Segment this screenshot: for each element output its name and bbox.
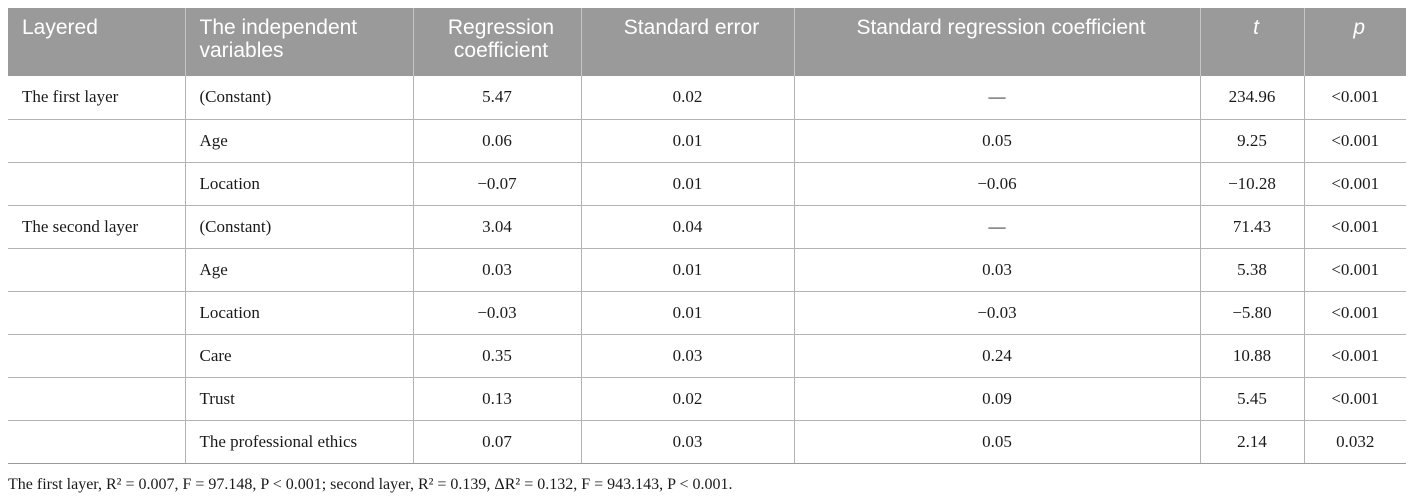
header-p: p — [1304, 8, 1406, 76]
t-value-cell: 5.45 — [1199, 376, 1305, 421]
standard-error-cell: 0.01 — [580, 247, 795, 292]
p-value-cell: <0.001 — [1303, 376, 1406, 421]
layer-cell — [8, 376, 186, 421]
layer-cell: The first layer — [8, 76, 186, 120]
regression-coefficient-cell: 0.35 — [412, 333, 582, 378]
p-value-cell: <0.001 — [1303, 76, 1406, 120]
standard-error-cell: 0.01 — [580, 118, 795, 163]
standard-error-cell: 0.03 — [580, 333, 795, 378]
table-row: Location −0.03 0.01 −0.03 −5.80 <0.001 — [8, 290, 1406, 335]
regression-coefficient-cell: 0.07 — [412, 419, 582, 464]
standard-regression-coefficient-cell: 0.24 — [793, 333, 1201, 378]
standard-regression-coefficient-cell: 0.05 — [793, 419, 1201, 464]
variable-cell: Care — [184, 333, 414, 378]
regression-coefficient-cell: 0.06 — [412, 118, 582, 163]
regression-coefficient-cell: 3.04 — [412, 204, 582, 249]
regression-table-container: Layered The independent variables Regres… — [8, 8, 1406, 494]
p-value-cell: <0.001 — [1303, 161, 1406, 206]
variable-cell: (Constant) — [184, 204, 414, 249]
p-value-cell: <0.001 — [1303, 204, 1406, 249]
header-row: Layered The independent variables Regres… — [8, 8, 1406, 76]
t-value-cell: 9.25 — [1199, 118, 1305, 163]
layer-cell — [8, 247, 186, 292]
table-row: The first layer (Constant) 5.47 0.02—234.96… — [8, 76, 1406, 120]
standard-regression-coefficient-cell: 0.03 — [793, 247, 1201, 292]
table-row: Care 0.35 0.03 0.24 10.88 <0.001 — [8, 333, 1406, 378]
table-row: Trust 0.13 0.02 0.09 5.45 <0.001 — [8, 376, 1406, 421]
standard-error-cell: 0.02 — [580, 76, 795, 120]
regression-table: Layered The independent variables Regres… — [8, 8, 1406, 464]
variable-cell: (Constant) — [184, 76, 414, 120]
standard-error-cell: 0.04 — [580, 204, 795, 249]
regression-coefficient-cell: 0.13 — [412, 376, 582, 421]
p-value-cell: <0.001 — [1303, 247, 1406, 292]
t-value-cell: −10.28 — [1199, 161, 1305, 206]
header-standard-error: Standard error — [581, 8, 795, 76]
variable-cell: Trust — [184, 376, 414, 421]
p-value-cell: <0.001 — [1303, 290, 1406, 335]
standard-error-cell: 0.03 — [580, 419, 795, 464]
standard-regression-coefficient-cell: — — [793, 76, 1201, 120]
table-body: The first layer (Constant) 5.47 0.02—234.96… — [8, 76, 1406, 464]
header-layered: Layered — [8, 8, 186, 76]
header-t: t — [1200, 8, 1305, 76]
standard-regression-coefficient-cell: −0.06 — [793, 161, 1201, 206]
layer-cell: The second layer — [8, 204, 186, 249]
header-regression-coefficient: Regression coefficient — [413, 8, 582, 76]
layer-cell — [8, 333, 186, 378]
variable-cell: The professional ethics — [184, 419, 414, 464]
layer-cell — [8, 118, 186, 163]
layer-cell — [8, 290, 186, 335]
t-value-cell: 234.96 — [1199, 76, 1305, 120]
layer-cell — [8, 419, 186, 464]
t-value-cell: −5.80 — [1199, 290, 1305, 335]
standard-regression-coefficient-cell: −0.03 — [793, 290, 1201, 335]
t-value-cell: 10.88 — [1199, 333, 1305, 378]
table-row: Age 0.06 0.01 0.05 9.25 <0.001 — [8, 118, 1406, 163]
variable-cell: Location — [184, 161, 414, 206]
variable-cell: Location — [184, 290, 414, 335]
standard-error-cell: 0.01 — [580, 161, 795, 206]
header-standard-regression-coefficient: Standard regression coefficient — [794, 8, 1201, 76]
regression-coefficient-cell: −0.07 — [412, 161, 582, 206]
table-row: The second layer (Constant) 3.04 0.04—71.43… — [8, 204, 1406, 249]
table-row: Age 0.03 0.01 0.03 5.38 <0.001 — [8, 247, 1406, 292]
standard-regression-coefficient-cell: 0.09 — [793, 376, 1201, 421]
t-value-cell: 5.38 — [1199, 247, 1305, 292]
t-value-cell: 71.43 — [1199, 204, 1305, 249]
table-header: Layered The independent variables Regres… — [8, 8, 1406, 76]
standard-regression-coefficient-cell: 0.05 — [793, 118, 1201, 163]
table-row: The professional ethics 0.07 0.03 0.05 2.14 0… — [8, 419, 1406, 464]
p-value-cell: 0.032 — [1303, 419, 1406, 464]
standard-error-cell: 0.01 — [580, 290, 795, 335]
standard-error-cell: 0.02 — [580, 376, 795, 421]
table-row: Location −0.07 0.01 −0.06 −10.28 <0.001 — [8, 161, 1406, 206]
regression-coefficient-cell: −0.03 — [412, 290, 582, 335]
layer-cell — [8, 161, 186, 206]
header-independent-variables: The independent variables — [185, 8, 414, 76]
p-value-cell: <0.001 — [1303, 118, 1406, 163]
standard-regression-coefficient-cell: — — [793, 204, 1201, 249]
regression-coefficient-cell: 5.47 — [412, 76, 582, 120]
table-footnote: The first layer, R² = 0.007, F = 97.148,… — [8, 475, 733, 493]
variable-cell: Age — [184, 247, 414, 292]
regression-coefficient-cell: 0.03 — [412, 247, 582, 292]
variable-cell: Age — [184, 118, 414, 163]
p-value-cell: <0.001 — [1303, 333, 1406, 378]
t-value-cell: 2.14 — [1199, 419, 1305, 464]
